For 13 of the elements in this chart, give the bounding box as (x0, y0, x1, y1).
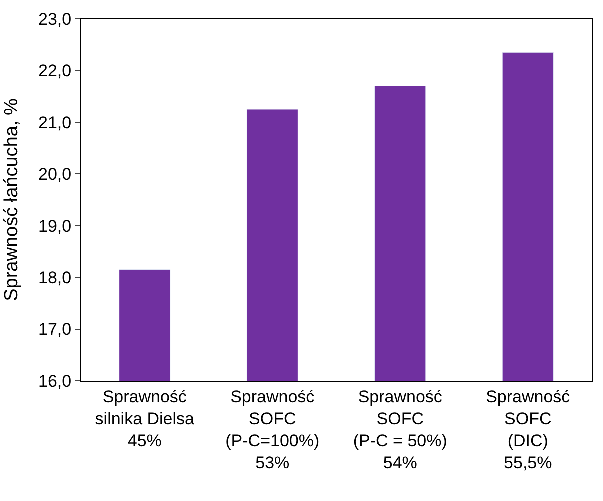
y-tick-label: 16,0 (38, 372, 72, 391)
y-tick-label: 19,0 (38, 216, 72, 236)
y-tick-label: 17,0 (38, 320, 72, 340)
y-tick-label: 21,0 (38, 113, 72, 132)
x-tick-label: Sprawność SOFC (DIC) 55,5% (486, 387, 571, 473)
x-tick-label: Sprawność SOFC (P-C=100%) 53% (226, 387, 320, 473)
y-tick-label: 22,0 (38, 62, 72, 81)
y-tick-label: 18,0 (38, 268, 72, 288)
y-tick-label: 23,0 (38, 10, 72, 29)
x-tick-label: Sprawność silnika Dielsa 45% (95, 387, 196, 451)
y-tick-label: 20,0 (38, 165, 72, 184)
y-axis-title: Sprawność łańcucha, % (1, 98, 22, 302)
x-tick-label: Sprawność SOFC (P-C = 50%) 54% (353, 387, 448, 473)
